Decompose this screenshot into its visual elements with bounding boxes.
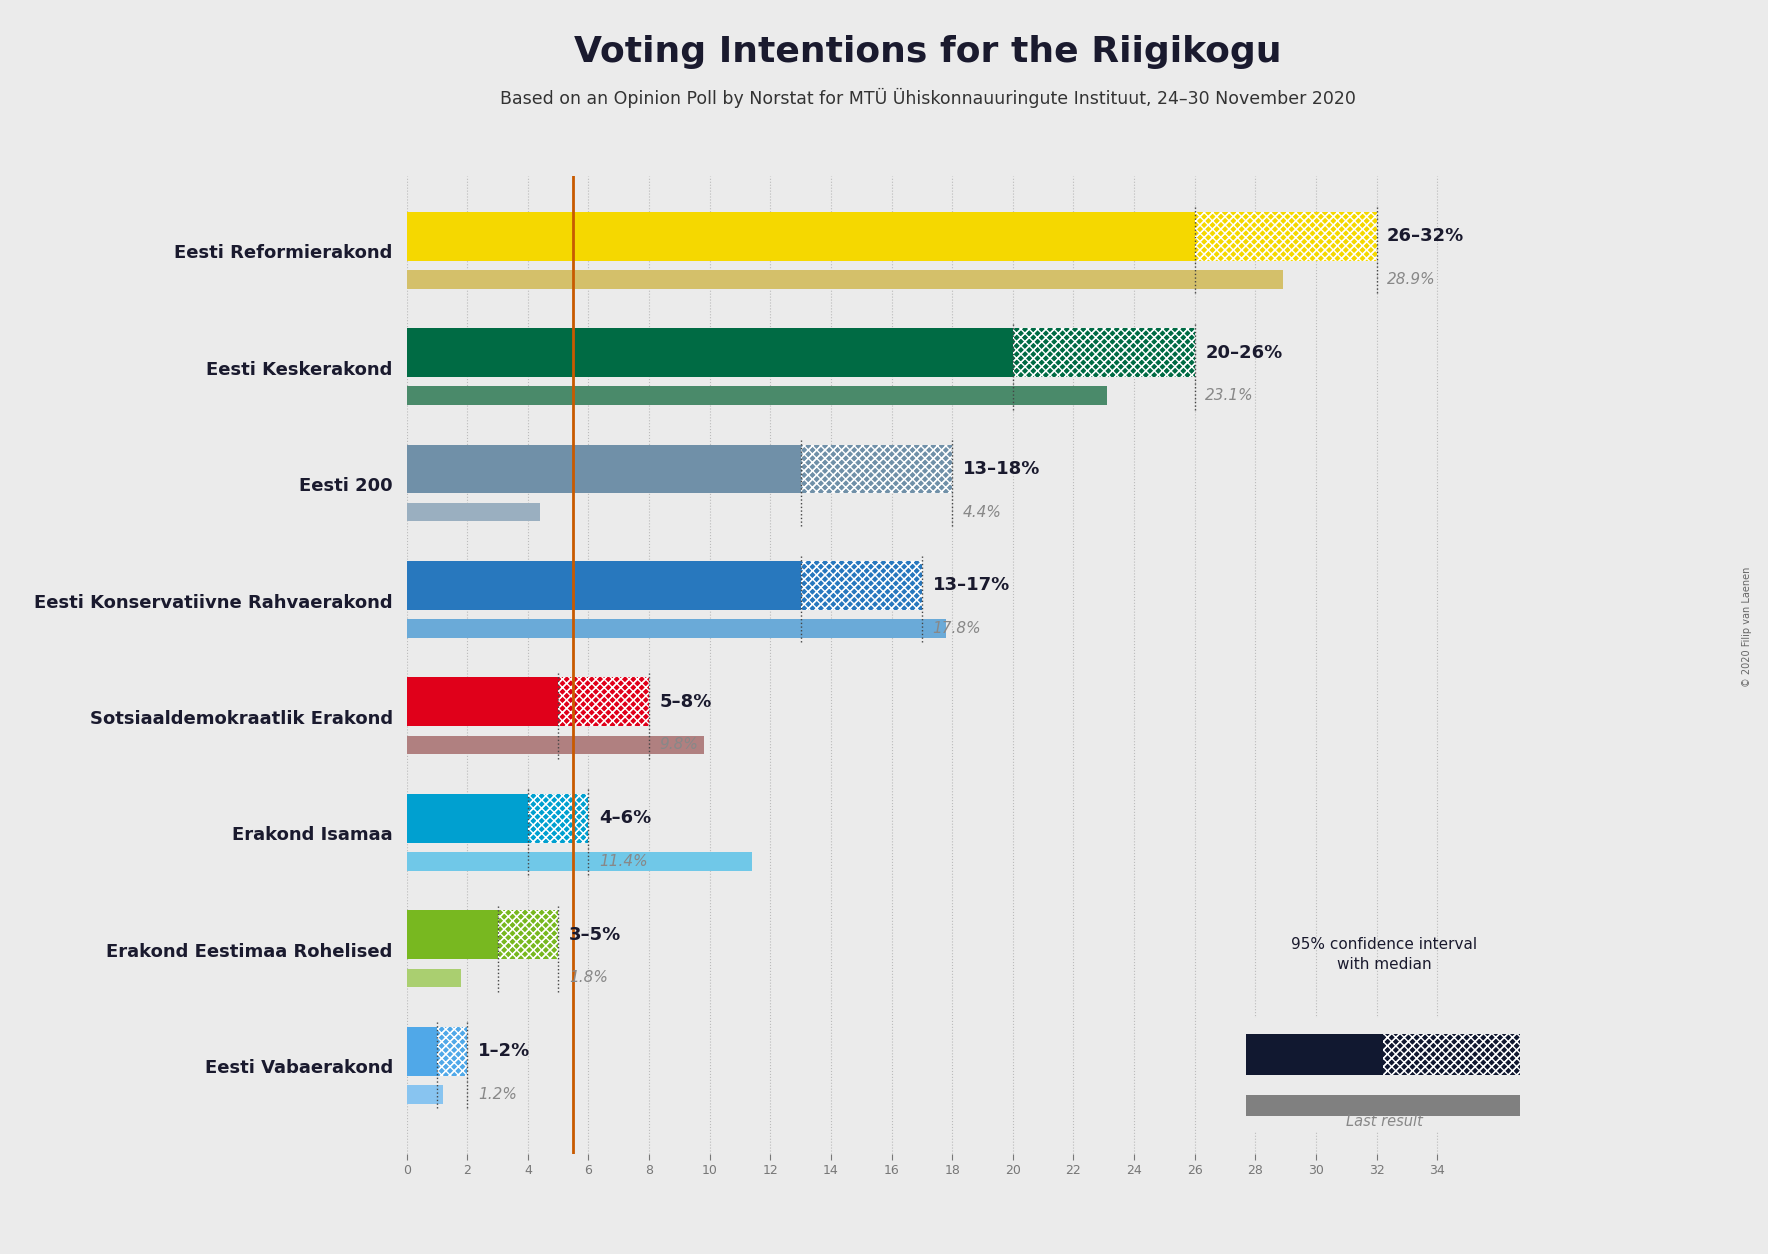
Bar (1195, 212, 1377, 261)
Bar (559, 677, 649, 726)
Bar (437, 1027, 453, 1076)
Bar (1246, 1095, 1520, 1116)
Text: 1–2%: 1–2% (477, 1042, 530, 1060)
Bar (407, 736, 704, 755)
Bar (407, 212, 1195, 261)
Bar (407, 329, 1013, 377)
Bar (801, 561, 921, 609)
Text: 5–8%: 5–8% (659, 693, 713, 711)
Bar (529, 794, 559, 843)
Text: 20–26%: 20–26% (1206, 344, 1282, 361)
Text: 28.9%: 28.9% (1388, 272, 1436, 287)
Bar (801, 445, 953, 494)
Bar (407, 853, 751, 870)
Bar (407, 677, 559, 726)
Text: 17.8%: 17.8% (932, 621, 981, 636)
Bar (1195, 212, 1377, 261)
Text: Last result: Last result (1345, 1114, 1423, 1129)
Bar (497, 910, 529, 959)
Text: 4.4%: 4.4% (964, 504, 1002, 519)
Text: 13–18%: 13–18% (964, 460, 1040, 478)
Bar (407, 503, 539, 522)
Bar (1013, 329, 1195, 377)
Bar (559, 677, 603, 726)
Text: 23.1%: 23.1% (1206, 389, 1254, 403)
Text: 95% confidence interval
with median: 95% confidence interval with median (1291, 937, 1478, 972)
Text: 4–6%: 4–6% (599, 809, 651, 828)
Bar (1384, 1033, 1520, 1075)
Bar (801, 445, 877, 494)
Bar (801, 561, 861, 609)
Text: © 2020 Filip van Laenen: © 2020 Filip van Laenen (1741, 567, 1752, 687)
Text: 3–5%: 3–5% (569, 925, 621, 944)
Bar (1384, 1033, 1520, 1075)
Bar (407, 445, 801, 494)
Bar (801, 561, 921, 609)
Bar (529, 794, 589, 843)
Bar (559, 677, 649, 726)
Text: 11.4%: 11.4% (599, 854, 647, 869)
Bar (437, 1027, 467, 1076)
Bar (407, 1085, 444, 1104)
Text: Voting Intentions for the Riigikogu: Voting Intentions for the Riigikogu (575, 35, 1282, 69)
Bar (407, 1027, 437, 1076)
Text: 1.8%: 1.8% (569, 971, 608, 986)
Text: 9.8%: 9.8% (659, 737, 698, 752)
Bar (1013, 329, 1103, 377)
Bar (407, 386, 1107, 405)
Text: Based on an Opinion Poll by Norstat for MTÜ Ühiskonnauuringute Instituut, 24–30 : Based on an Opinion Poll by Norstat for … (500, 88, 1356, 108)
Text: 13–17%: 13–17% (932, 577, 1010, 594)
Bar (497, 910, 559, 959)
Bar (407, 561, 801, 609)
Bar (407, 270, 1282, 288)
Text: 26–32%: 26–32% (1388, 227, 1464, 245)
Bar (407, 910, 497, 959)
Bar (497, 910, 559, 959)
Bar (801, 445, 953, 494)
Text: 1.2%: 1.2% (477, 1087, 516, 1102)
Bar (1195, 212, 1285, 261)
Bar (407, 619, 946, 638)
Bar (1246, 1033, 1384, 1075)
Bar (407, 968, 461, 987)
Bar (529, 794, 589, 843)
Bar (407, 794, 529, 843)
Bar (437, 1027, 467, 1076)
Bar (1013, 329, 1195, 377)
